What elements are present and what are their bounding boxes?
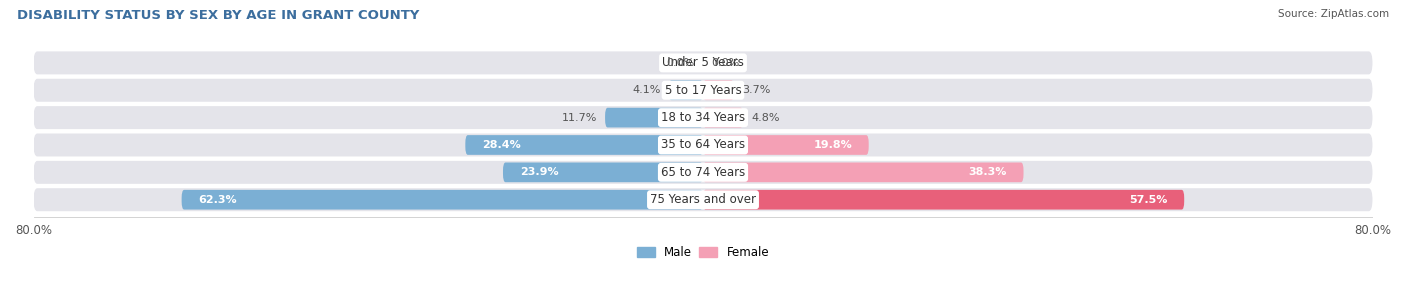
Text: 65 to 74 Years: 65 to 74 Years xyxy=(661,166,745,179)
FancyBboxPatch shape xyxy=(34,51,1372,74)
Text: 4.1%: 4.1% xyxy=(631,85,661,95)
Text: 28.4%: 28.4% xyxy=(482,140,520,150)
FancyBboxPatch shape xyxy=(605,108,703,127)
Text: 11.7%: 11.7% xyxy=(561,112,596,123)
Text: 18 to 34 Years: 18 to 34 Years xyxy=(661,111,745,124)
Text: DISABILITY STATUS BY SEX BY AGE IN GRANT COUNTY: DISABILITY STATUS BY SEX BY AGE IN GRANT… xyxy=(17,9,419,22)
Text: 0.0%: 0.0% xyxy=(711,58,740,68)
Text: 62.3%: 62.3% xyxy=(198,195,238,205)
Text: 0.0%: 0.0% xyxy=(666,58,695,68)
FancyBboxPatch shape xyxy=(465,135,703,155)
Text: 23.9%: 23.9% xyxy=(520,167,558,177)
FancyBboxPatch shape xyxy=(34,161,1372,184)
FancyBboxPatch shape xyxy=(34,106,1372,129)
FancyBboxPatch shape xyxy=(34,188,1372,211)
Text: 75 Years and over: 75 Years and over xyxy=(650,193,756,206)
FancyBboxPatch shape xyxy=(703,108,744,127)
Text: 19.8%: 19.8% xyxy=(813,140,852,150)
Text: 3.7%: 3.7% xyxy=(742,85,770,95)
Text: 4.8%: 4.8% xyxy=(752,112,780,123)
Legend: Male, Female: Male, Female xyxy=(633,242,773,264)
FancyBboxPatch shape xyxy=(703,163,1024,182)
FancyBboxPatch shape xyxy=(669,80,703,100)
Text: 35 to 64 Years: 35 to 64 Years xyxy=(661,139,745,151)
FancyBboxPatch shape xyxy=(181,190,703,209)
Text: Source: ZipAtlas.com: Source: ZipAtlas.com xyxy=(1278,9,1389,19)
Text: Under 5 Years: Under 5 Years xyxy=(662,56,744,69)
FancyBboxPatch shape xyxy=(34,79,1372,102)
Text: 5 to 17 Years: 5 to 17 Years xyxy=(665,84,741,97)
Text: 38.3%: 38.3% xyxy=(969,167,1007,177)
Text: 57.5%: 57.5% xyxy=(1129,195,1167,205)
FancyBboxPatch shape xyxy=(703,190,1184,209)
FancyBboxPatch shape xyxy=(703,80,734,100)
FancyBboxPatch shape xyxy=(34,133,1372,157)
FancyBboxPatch shape xyxy=(703,135,869,155)
FancyBboxPatch shape xyxy=(503,163,703,182)
